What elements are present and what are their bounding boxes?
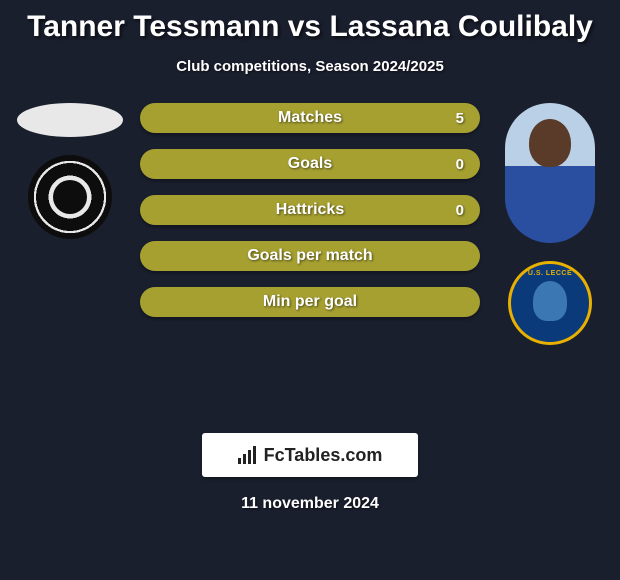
- brand-box: FcTables.com: [202, 433, 418, 477]
- stat-row-min-per-goal: Min per goal: [140, 287, 480, 317]
- player-photo-right: [505, 103, 595, 243]
- stat-label: Goals per match: [140, 241, 480, 271]
- stat-bars: Matches 5 Goals 0 Hattricks 0 Goals per …: [140, 103, 480, 333]
- stat-row-goals-per-match: Goals per match: [140, 241, 480, 271]
- stat-row-hattricks: Hattricks 0: [140, 195, 480, 225]
- brand-text: FcTables.com: [264, 445, 383, 466]
- stat-label: Goals: [140, 149, 480, 179]
- stat-right-value: 0: [456, 195, 464, 225]
- club-badge-left: [28, 155, 112, 239]
- subtitle: Club competitions, Season 2024/2025: [0, 58, 620, 75]
- right-player-column: [490, 103, 610, 345]
- stat-label: Matches: [140, 103, 480, 133]
- page-title: Tanner Tessmann vs Lassana Coulibaly: [0, 0, 620, 44]
- left-player-column: [10, 103, 130, 239]
- stat-row-goals: Goals 0: [140, 149, 480, 179]
- stat-label: Min per goal: [140, 287, 480, 317]
- stat-right-value: 5: [456, 103, 464, 133]
- bar-chart-icon: [238, 446, 258, 464]
- date-text: 11 november 2024: [0, 495, 620, 513]
- player-photo-left: [17, 103, 123, 137]
- stat-row-matches: Matches 5: [140, 103, 480, 133]
- comparison-panel: Matches 5 Goals 0 Hattricks 0 Goals per …: [0, 103, 620, 403]
- club-badge-right: [508, 261, 592, 345]
- stat-right-value: 0: [456, 149, 464, 179]
- stat-label: Hattricks: [140, 195, 480, 225]
